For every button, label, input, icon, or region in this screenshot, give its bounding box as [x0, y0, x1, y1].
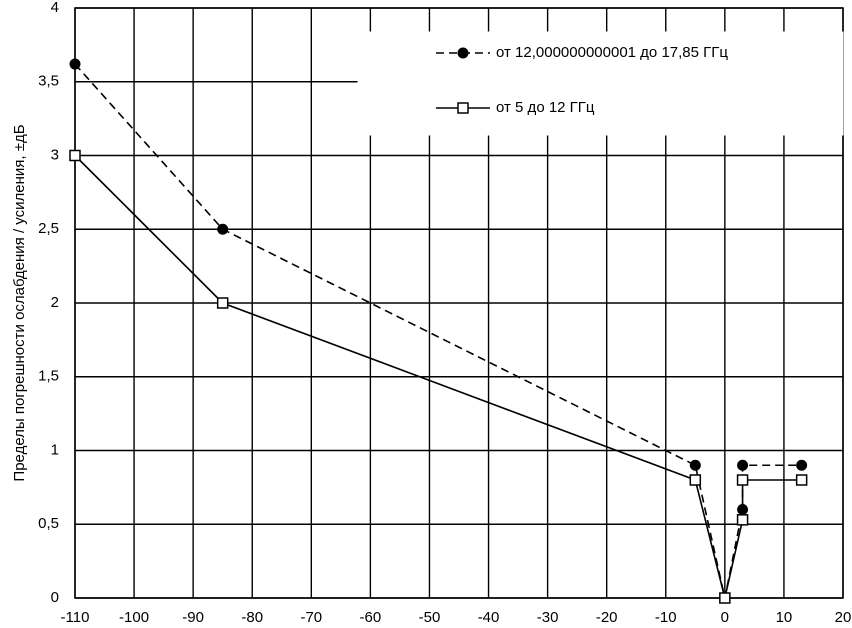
x-tick-label: -20 — [596, 609, 618, 626]
data-point — [216, 297, 229, 309]
x-tick-label: -100 — [119, 609, 149, 626]
data-point — [796, 459, 808, 471]
data-point — [69, 58, 81, 70]
x-tick-label: -90 — [182, 609, 204, 626]
x-tick-label: -70 — [300, 609, 322, 626]
y-axis-label: Пределы погрешности ослабдения / усилени… — [11, 124, 28, 481]
y-tick-label: 3 — [51, 146, 59, 163]
y-tick-label: 2,5 — [38, 220, 59, 237]
legend-marker — [457, 47, 469, 59]
plot-frame — [74, 7, 844, 599]
x-tick-label: -50 — [419, 609, 441, 626]
x-tick-label: 0 — [721, 609, 729, 626]
data-point — [736, 514, 749, 526]
y-tick-label: 0 — [51, 589, 59, 606]
x-tick-label: -30 — [537, 609, 559, 626]
y-tick-label: 4 — [51, 0, 59, 16]
x-tick-label: -40 — [478, 609, 500, 626]
y-tick-label: 3,5 — [38, 73, 59, 90]
y-tick-label: 1,5 — [38, 368, 59, 385]
y-tick-label: 2 — [51, 294, 59, 311]
x-tick-label: -110 — [61, 609, 90, 626]
x-tick-label: -80 — [241, 609, 263, 626]
y-tick-label: 0,5 — [38, 515, 59, 532]
data-point — [217, 223, 229, 235]
data-point — [69, 149, 81, 162]
legend-box — [357, 31, 844, 136]
data-point — [689, 459, 701, 471]
legend-label: от 5 до 12 ГГц — [496, 99, 595, 116]
data-point — [689, 474, 702, 486]
data-point — [719, 592, 731, 604]
x-tick-label: -60 — [360, 609, 382, 626]
legend-marker — [457, 102, 469, 114]
y-tick-label: 1 — [51, 441, 59, 458]
x-tick-label: 10 — [776, 609, 793, 626]
data-point — [795, 474, 808, 486]
legend: от 12,000000000001 до 17,85 ГГц от 5 до 1… — [357, 31, 844, 136]
data-point — [737, 459, 749, 471]
x-tick-label: -10 — [655, 609, 677, 626]
x-tick-label: 20 — [835, 609, 852, 626]
legend-label: от 12,000000000001 до 17,85 ГГц — [496, 44, 728, 61]
data-point — [736, 474, 749, 486]
